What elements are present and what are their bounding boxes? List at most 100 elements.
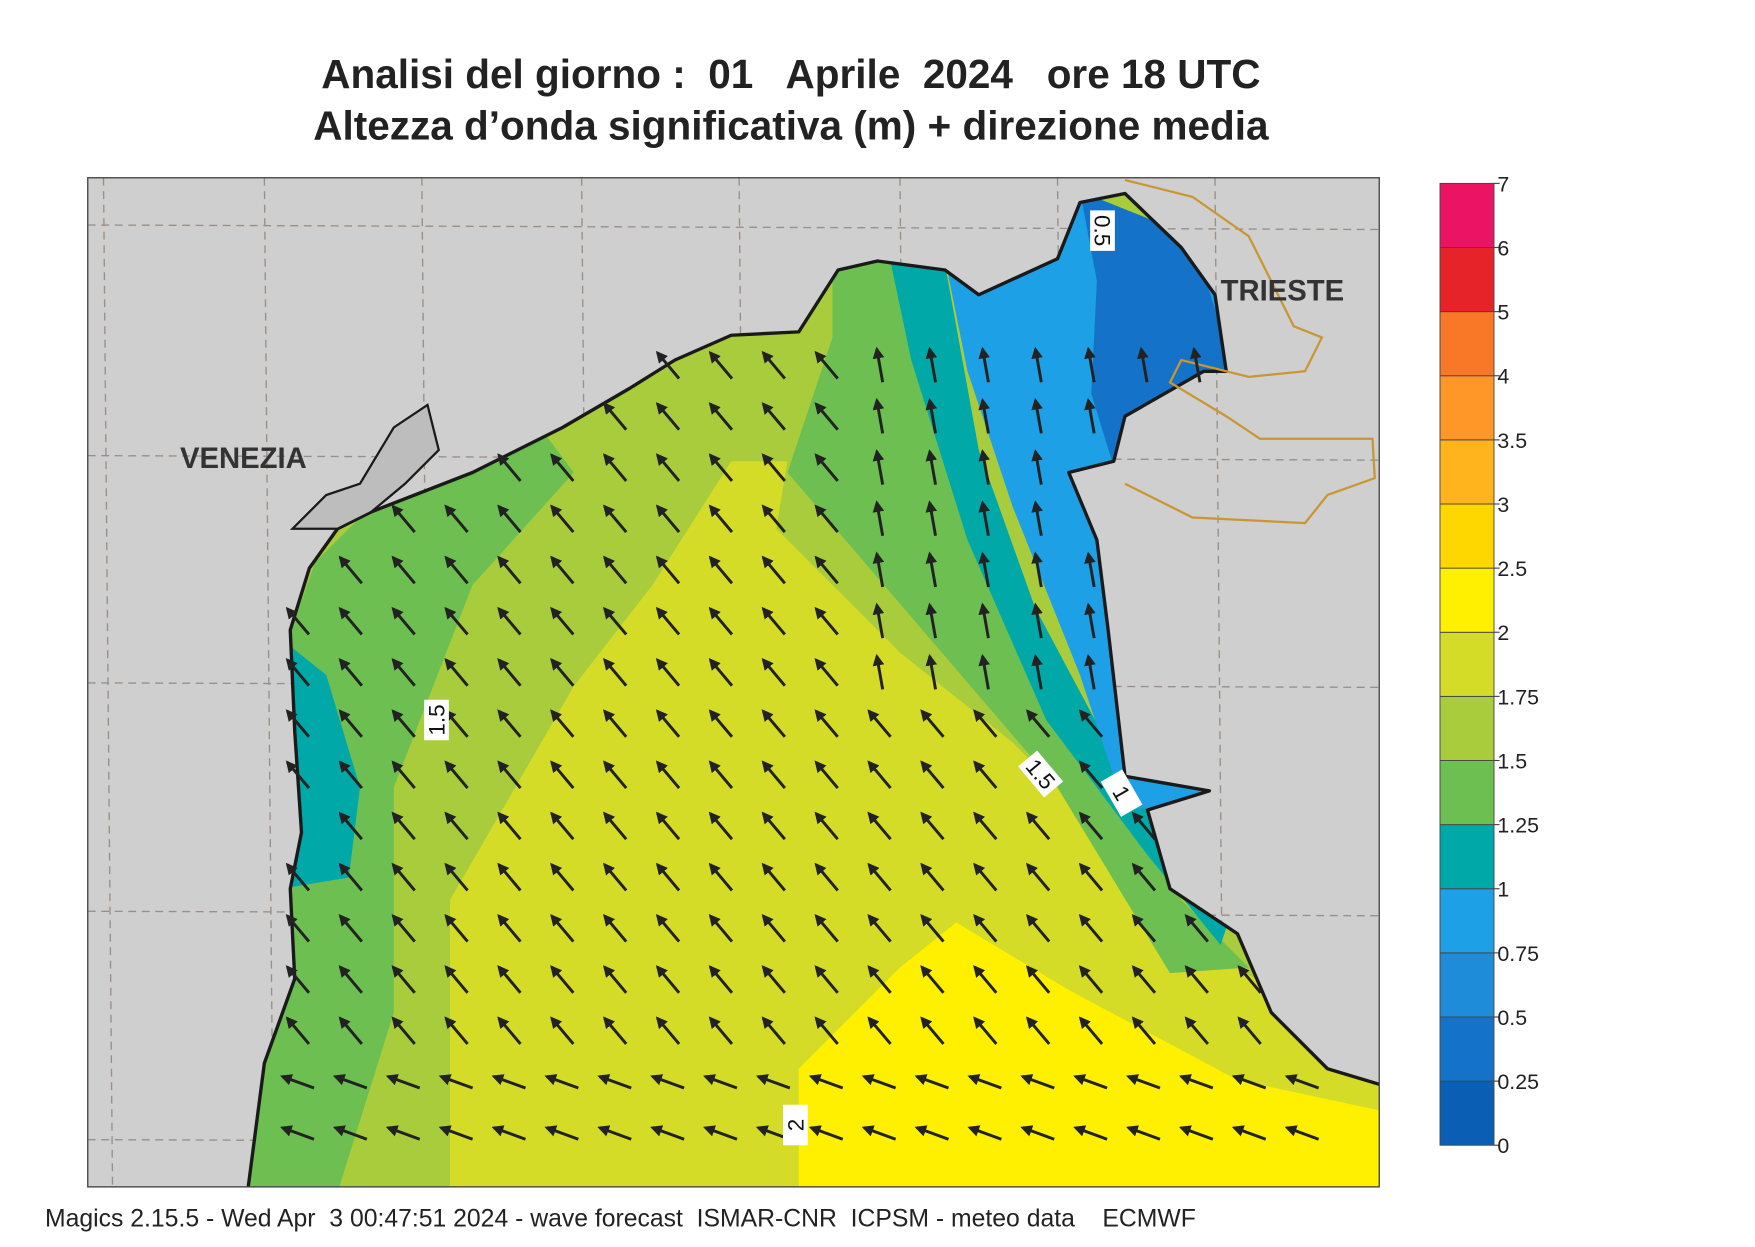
direction-arrow: [973, 811, 998, 841]
contour-label-box: 2: [783, 1104, 808, 1146]
direction-arrow: [603, 811, 628, 841]
direction-arrow: [497, 760, 522, 789]
direction-arrow: [497, 862, 522, 892]
direction-arrow: [1078, 760, 1104, 789]
direction-arrow: [814, 1016, 839, 1045]
colorbar-tick-label: 3.5: [1497, 429, 1527, 453]
direction-arrow: [708, 1016, 734, 1045]
colorbar-tick-label: 1.5: [1497, 749, 1527, 773]
direction-arrow: [920, 811, 945, 841]
direction-arrow: [285, 913, 311, 943]
direction-arrow: [808, 1074, 844, 1090]
direction-arrow: [444, 606, 469, 636]
direction-arrow: [703, 1125, 738, 1141]
direction-arrow: [603, 760, 628, 789]
direction-arrow: [444, 555, 469, 585]
direction-arrow: [444, 811, 469, 841]
direction-arrow: [872, 602, 885, 639]
direction-arrow: [708, 606, 734, 636]
direction-arrow: [1026, 709, 1051, 738]
label-bg: [1090, 210, 1115, 251]
direction-arrow: [1189, 346, 1202, 383]
colorbar-tick-label: 4: [1497, 365, 1509, 389]
direction-arrow: [655, 350, 681, 380]
direction-arrow: [814, 555, 839, 585]
direction-arrow: [550, 1016, 575, 1045]
direction-arrow: [920, 1016, 945, 1045]
direction-arrow: [338, 709, 363, 738]
lagoon: [289, 403, 440, 530]
direction-arrow: [655, 453, 681, 482]
zone: [787, 253, 1249, 974]
contour-label-box: 1.5: [424, 699, 449, 741]
direction-arrow: [444, 965, 469, 994]
contour-label: 2: [783, 1119, 808, 1132]
direction-arrow: [925, 346, 938, 383]
border: [1124, 178, 1376, 525]
direction-arrow: [703, 1074, 738, 1090]
direction-arrow: [550, 453, 575, 482]
direction-arrow: [967, 1125, 1002, 1141]
direction-arrow: [1078, 862, 1104, 892]
direction-arrow: [1231, 1074, 1267, 1090]
direction-arrow: [708, 453, 734, 482]
direction-arrow: [497, 453, 522, 482]
direction-arrow: [708, 862, 734, 892]
direction-arrow: [650, 1074, 685, 1090]
place-label: TRIESTE: [1221, 275, 1345, 307]
contour-label-box: 0.5: [1090, 210, 1115, 251]
footer: Magics 2.15.5 - Wed Apr 3 00:47:51 2024 …: [45, 1205, 1196, 1232]
direction-arrow: [761, 504, 786, 534]
direction-arrow: [1131, 1016, 1157, 1045]
label-bg: [1018, 750, 1064, 798]
direction-arrow: [655, 504, 681, 534]
direction-arrow: [814, 658, 839, 687]
direction-arrow: [497, 606, 522, 636]
colorbar-tick-label: 0.5: [1497, 1006, 1527, 1030]
direction-arrow: [973, 913, 998, 943]
direction-arrow: [497, 504, 522, 534]
colorbar-tick-label: 1: [1497, 878, 1509, 902]
direction-arrow: [655, 913, 681, 943]
direction-arrow: [920, 965, 945, 994]
direction-arrow: [650, 1125, 685, 1141]
direction-arrow: [978, 500, 990, 537]
colorbar-band: [1439, 1080, 1495, 1146]
direction-arrow: [444, 658, 469, 687]
direction-arrow: [1026, 811, 1051, 841]
direction-arrow: [925, 449, 938, 485]
direction-arrow: [978, 551, 990, 588]
direction-arrow: [973, 760, 998, 789]
direction-arrow: [491, 1125, 526, 1141]
direction-arrow: [391, 811, 416, 841]
direction-arrow: [603, 1016, 628, 1045]
place-label: VENEZIA: [180, 443, 307, 475]
direction-arrow: [1031, 551, 1043, 588]
direction-arrow: [1184, 913, 1209, 943]
direction-arrow: [761, 760, 786, 789]
direction-arrow: [550, 760, 575, 789]
direction-arrow: [655, 811, 681, 841]
colorbar: 0 0.25 0.5 0.75 1 1.25 1.5 1.75 2 2.5 3 3.5 4 5 6 7: [1439, 172, 1539, 1158]
label-bg: [783, 1104, 808, 1146]
direction-arrow: [761, 811, 786, 841]
direction-arrow: [708, 402, 734, 431]
colorbar-band: [1439, 631, 1495, 697]
direction-arrow: [761, 350, 786, 380]
direction-arrow: [444, 709, 469, 738]
label-bg: [424, 699, 449, 741]
direction-arrow: [978, 346, 990, 383]
direction-arrow: [491, 1074, 526, 1090]
direction-arrow: [914, 1125, 949, 1141]
direction-arrow: [550, 658, 575, 687]
direction-arrow: [1084, 397, 1096, 434]
direction-arrow: [603, 913, 628, 943]
direction-arrow: [867, 760, 892, 789]
direction-arrow: [497, 811, 522, 841]
direction-arrow: [708, 350, 734, 380]
direction-arrow: [1031, 397, 1043, 434]
coastline: [246, 191, 1380, 1187]
direction-arrow: [338, 862, 363, 892]
colorbar-band: [1439, 503, 1495, 569]
